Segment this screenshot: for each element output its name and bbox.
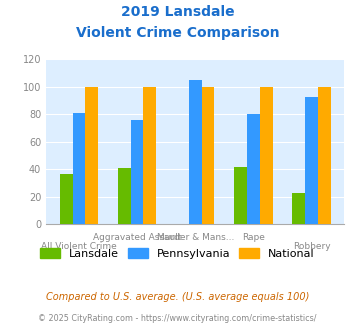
Bar: [318, 87, 331, 224]
Bar: [293, 193, 305, 224]
Bar: [143, 87, 156, 224]
Bar: [131, 120, 143, 224]
Bar: [85, 87, 98, 224]
Text: Rape: Rape: [242, 233, 265, 242]
Bar: [202, 87, 214, 224]
Bar: [305, 96, 318, 224]
Text: © 2025 CityRating.com - https://www.cityrating.com/crime-statistics/: © 2025 CityRating.com - https://www.city…: [38, 314, 317, 323]
Text: Aggravated Assault: Aggravated Assault: [93, 233, 181, 242]
Text: Robbery: Robbery: [293, 242, 331, 250]
Bar: [189, 80, 202, 224]
Text: Murder & Mans...: Murder & Mans...: [157, 233, 234, 242]
Bar: [118, 168, 131, 224]
Text: Violent Crime Comparison: Violent Crime Comparison: [76, 26, 279, 40]
Bar: [234, 167, 247, 224]
Text: 2019 Lansdale: 2019 Lansdale: [121, 5, 234, 19]
Bar: [72, 113, 85, 224]
Legend: Lansdale, Pennsylvania, National: Lansdale, Pennsylvania, National: [36, 244, 319, 263]
Text: Compared to U.S. average. (U.S. average equals 100): Compared to U.S. average. (U.S. average …: [46, 292, 309, 302]
Bar: [60, 174, 72, 224]
Bar: [247, 115, 260, 224]
Bar: [260, 87, 273, 224]
Text: All Violent Crime: All Violent Crime: [41, 242, 117, 250]
